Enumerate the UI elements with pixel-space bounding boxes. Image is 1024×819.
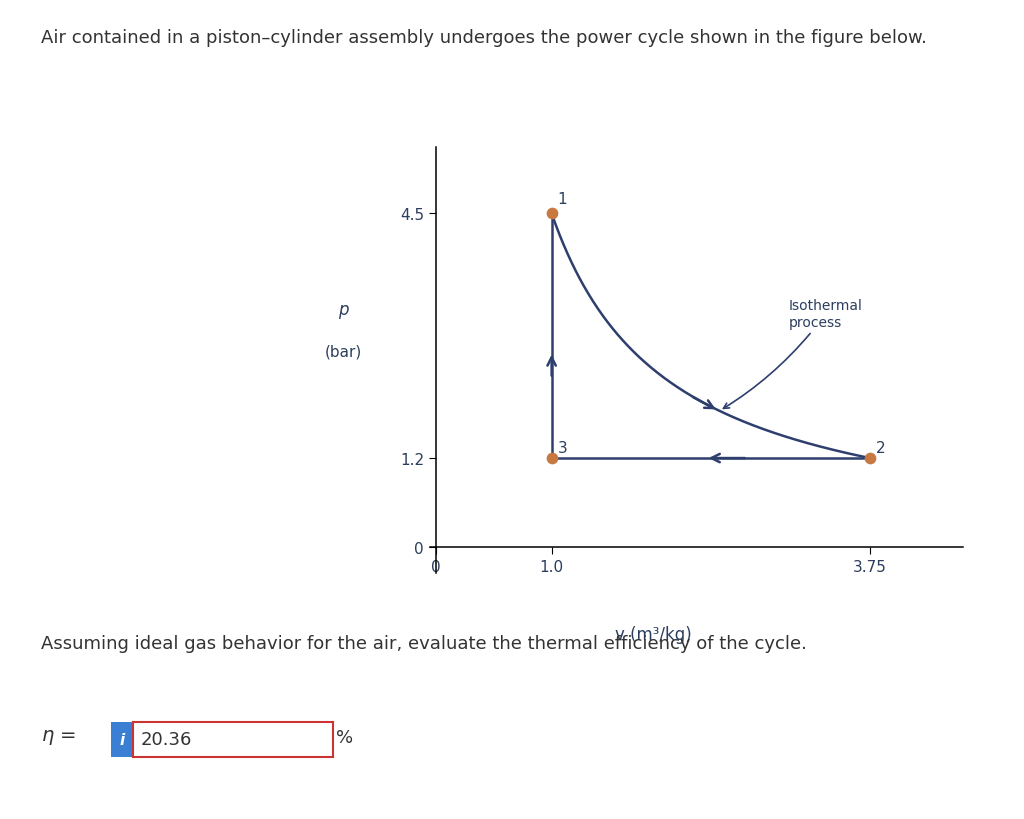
Text: %: %	[336, 728, 353, 746]
Text: Isothermal
process: Isothermal process	[723, 299, 863, 409]
Point	[544, 452, 560, 465]
Text: v (m³/kg): v (m³/kg)	[614, 626, 691, 644]
Text: 1: 1	[557, 192, 567, 206]
Text: p: p	[338, 301, 348, 319]
Text: i: i	[119, 732, 125, 747]
Point	[862, 452, 879, 465]
Text: 2: 2	[876, 441, 886, 455]
Text: (bar): (bar)	[325, 344, 361, 360]
Text: Assuming ideal gas behavior for the air, evaluate the thermal efficiency of the : Assuming ideal gas behavior for the air,…	[41, 635, 807, 653]
Text: $\eta$ =: $\eta$ =	[41, 727, 76, 747]
Text: 20.36: 20.36	[141, 731, 193, 749]
Text: 3: 3	[557, 441, 567, 455]
Point	[544, 207, 560, 220]
Text: Air contained in a piston–cylinder assembly undergoes the power cycle shown in t: Air contained in a piston–cylinder assem…	[41, 29, 927, 47]
